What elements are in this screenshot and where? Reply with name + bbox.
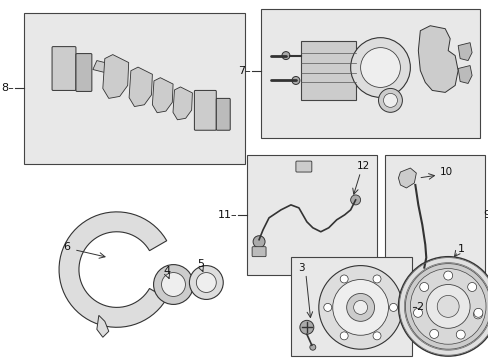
Circle shape [309,344,315,350]
Circle shape [472,310,482,319]
Polygon shape [457,42,471,60]
Circle shape [426,284,469,328]
Circle shape [383,93,397,107]
Polygon shape [398,168,415,188]
Circle shape [378,89,402,112]
Text: 9: 9 [482,210,488,220]
Circle shape [429,329,438,338]
Text: 4: 4 [163,266,170,275]
Text: 6: 6 [63,242,70,252]
Circle shape [253,236,264,248]
Text: 10: 10 [439,167,452,177]
Bar [24,13,244,164]
FancyBboxPatch shape [194,90,216,130]
Polygon shape [152,78,173,113]
FancyBboxPatch shape [295,161,311,172]
Circle shape [153,265,193,305]
Bar [300,41,355,100]
Circle shape [405,264,488,349]
Polygon shape [173,87,192,120]
Circle shape [419,283,428,292]
Text: 8–: 8– [1,84,14,94]
Circle shape [455,330,464,339]
FancyBboxPatch shape [52,47,76,90]
Circle shape [318,266,402,349]
Text: 11–: 11– [217,210,237,220]
Polygon shape [102,55,128,98]
Polygon shape [97,315,108,337]
Text: 2: 2 [415,302,423,312]
FancyBboxPatch shape [216,98,230,130]
Circle shape [398,257,488,356]
Polygon shape [59,212,166,327]
Polygon shape [129,67,152,107]
Circle shape [353,301,367,314]
Bar [261,9,479,138]
Circle shape [291,76,299,85]
Circle shape [332,279,387,335]
Circle shape [473,309,482,317]
Bar [290,257,411,356]
Polygon shape [93,60,108,72]
Circle shape [340,332,347,340]
Circle shape [350,38,409,98]
Polygon shape [417,26,457,93]
Circle shape [443,271,452,280]
Circle shape [409,269,485,344]
Bar [246,155,376,275]
Circle shape [372,275,380,283]
FancyBboxPatch shape [252,247,265,257]
Circle shape [388,303,397,311]
Circle shape [346,293,374,321]
Circle shape [350,195,360,205]
Circle shape [360,48,400,87]
Text: 12: 12 [356,161,369,171]
Circle shape [417,264,429,275]
Circle shape [467,283,476,292]
Circle shape [323,303,331,311]
Circle shape [372,332,380,340]
Circle shape [340,275,347,283]
Polygon shape [457,66,471,84]
Bar [385,155,484,275]
Circle shape [196,273,216,292]
Circle shape [431,31,441,41]
Text: 7–: 7– [238,66,251,76]
Circle shape [436,296,458,318]
Circle shape [189,266,223,300]
Circle shape [161,273,185,296]
FancyBboxPatch shape [76,54,92,91]
Text: 1: 1 [457,244,464,254]
Circle shape [413,309,422,317]
Text: 3: 3 [297,262,304,273]
Text: 5: 5 [197,258,204,269]
Circle shape [299,320,313,334]
Circle shape [282,51,289,59]
Circle shape [431,77,441,87]
